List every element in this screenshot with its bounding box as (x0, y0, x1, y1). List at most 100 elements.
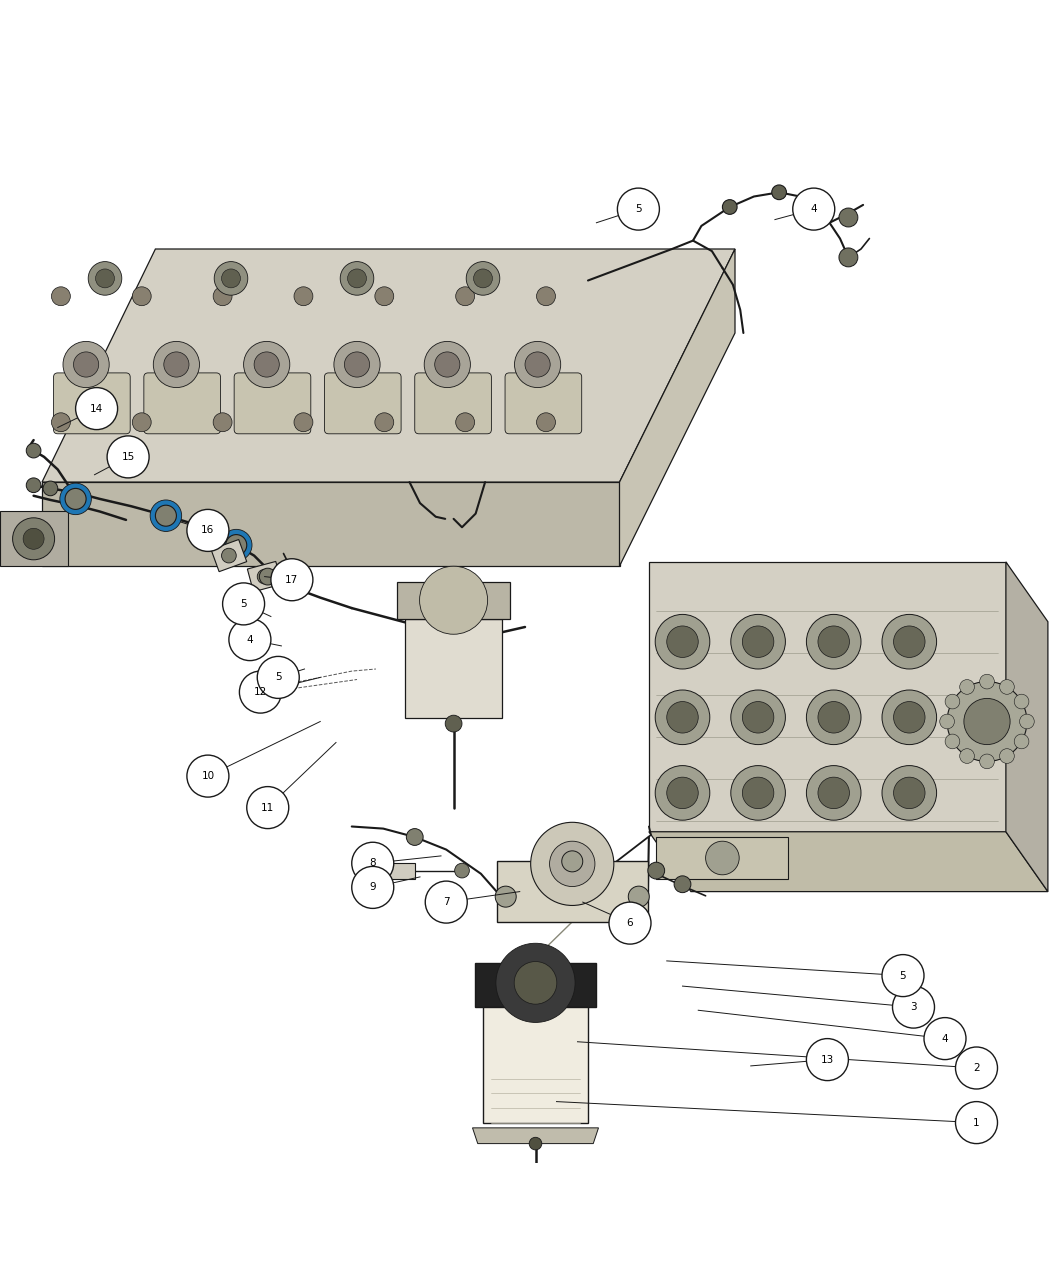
Circle shape (187, 510, 229, 551)
Circle shape (88, 261, 122, 296)
Circle shape (259, 569, 276, 585)
Circle shape (793, 189, 835, 230)
Circle shape (806, 690, 861, 745)
Circle shape (940, 714, 954, 729)
Circle shape (947, 682, 1027, 761)
Circle shape (722, 200, 737, 214)
Circle shape (222, 269, 240, 288)
Circle shape (742, 626, 774, 658)
Circle shape (628, 886, 649, 907)
Polygon shape (248, 561, 281, 592)
Circle shape (51, 413, 70, 432)
Circle shape (772, 185, 786, 200)
Text: 16: 16 (202, 525, 214, 536)
Polygon shape (42, 482, 619, 566)
Circle shape (132, 413, 151, 432)
Text: 14: 14 (90, 404, 103, 413)
Circle shape (153, 342, 200, 388)
Circle shape (525, 352, 550, 377)
Circle shape (466, 261, 500, 296)
Circle shape (352, 867, 394, 908)
Circle shape (96, 269, 114, 288)
Circle shape (1000, 748, 1014, 764)
Circle shape (74, 352, 99, 377)
Circle shape (529, 1137, 542, 1150)
Polygon shape (649, 831, 1048, 891)
Circle shape (23, 528, 44, 550)
Text: 4: 4 (942, 1034, 948, 1044)
Circle shape (474, 269, 492, 288)
Circle shape (806, 1039, 848, 1081)
Circle shape (806, 765, 861, 820)
Circle shape (1020, 714, 1034, 729)
Circle shape (226, 534, 247, 556)
Circle shape (65, 488, 86, 510)
Circle shape (549, 842, 595, 886)
Circle shape (348, 269, 366, 288)
Polygon shape (475, 963, 596, 1007)
FancyBboxPatch shape (144, 372, 220, 434)
Circle shape (818, 701, 849, 733)
Circle shape (445, 715, 462, 732)
Circle shape (223, 583, 265, 625)
Circle shape (1000, 680, 1014, 695)
Circle shape (731, 690, 785, 745)
Circle shape (674, 876, 691, 892)
Circle shape (257, 657, 299, 699)
Circle shape (731, 615, 785, 669)
Circle shape (806, 615, 861, 669)
Circle shape (742, 701, 774, 733)
Circle shape (882, 690, 937, 745)
Circle shape (894, 778, 925, 808)
Circle shape (51, 287, 70, 306)
Circle shape (706, 842, 739, 875)
Circle shape (530, 822, 614, 905)
Circle shape (214, 261, 248, 296)
FancyBboxPatch shape (505, 372, 582, 434)
Circle shape (945, 694, 960, 709)
Circle shape (222, 548, 236, 564)
FancyBboxPatch shape (415, 372, 491, 434)
Text: 5: 5 (275, 672, 281, 682)
Circle shape (892, 986, 934, 1028)
Polygon shape (656, 836, 788, 878)
Text: 8: 8 (370, 858, 376, 868)
Circle shape (244, 342, 290, 388)
Polygon shape (42, 249, 735, 482)
Circle shape (818, 626, 849, 658)
Circle shape (655, 615, 710, 669)
Text: 1: 1 (973, 1118, 980, 1127)
Circle shape (43, 481, 58, 496)
Text: 9: 9 (370, 882, 376, 892)
Circle shape (882, 615, 937, 669)
Circle shape (294, 413, 313, 432)
FancyBboxPatch shape (234, 372, 311, 434)
Circle shape (818, 778, 849, 808)
Circle shape (455, 863, 469, 878)
Circle shape (164, 352, 189, 377)
Text: 5: 5 (900, 970, 906, 980)
Circle shape (537, 413, 555, 432)
Circle shape (60, 483, 91, 515)
Circle shape (514, 342, 561, 388)
Text: 12: 12 (254, 687, 267, 697)
Circle shape (375, 287, 394, 306)
Circle shape (213, 287, 232, 306)
Circle shape (894, 626, 925, 658)
Circle shape (334, 342, 380, 388)
Circle shape (426, 899, 439, 912)
Circle shape (456, 287, 475, 306)
Circle shape (617, 189, 659, 230)
Polygon shape (211, 539, 247, 571)
Circle shape (945, 734, 960, 748)
Polygon shape (649, 562, 1006, 831)
Circle shape (257, 569, 272, 584)
Circle shape (514, 961, 556, 1005)
Circle shape (456, 413, 475, 432)
Circle shape (107, 436, 149, 478)
Circle shape (294, 287, 313, 306)
Text: 10: 10 (202, 771, 214, 782)
Circle shape (425, 881, 467, 923)
Circle shape (229, 618, 271, 660)
Circle shape (731, 765, 785, 820)
